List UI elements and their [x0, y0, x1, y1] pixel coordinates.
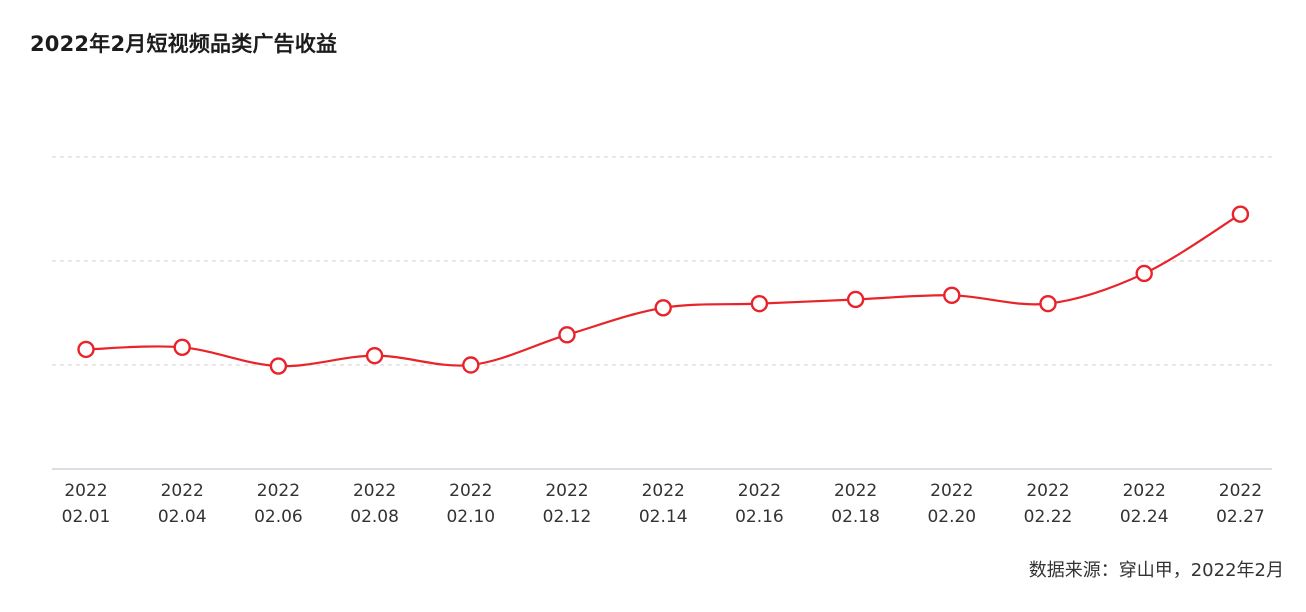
- x-tick-label: 2022 02.24: [1120, 481, 1169, 527]
- gridlines: [52, 156, 1272, 366]
- x-tick-label: 2022 02.20: [927, 481, 976, 527]
- data-point-02.12: [558, 326, 576, 344]
- x-tick-label: 2022 02.27: [1216, 481, 1265, 527]
- chart-title: 2022年2月短视频品类广告收益: [30, 32, 338, 56]
- series-line: [85, 213, 1241, 368]
- x-tick-label: 2022 02.22: [1024, 481, 1073, 527]
- x-tick-labels: 2022 02.01 2022 02.04 2022 02.06 2022 02.08 2022…: [62, 481, 1265, 527]
- x-tick-label: 2022 02.14: [639, 481, 688, 527]
- data-point-02.20: [943, 286, 961, 305]
- data-point-02.24: [1135, 264, 1153, 283]
- x-tick-label: 2022 02.08: [350, 481, 399, 527]
- source-note: 数据来源：穿山甲，2022年2月: [1028, 560, 1284, 581]
- data-point-02.16: [750, 294, 769, 313]
- x-tick-label: 2022 02.16: [735, 481, 784, 527]
- data-point-02.08: [365, 346, 384, 365]
- x-tick-label: 2022 02.10: [446, 481, 495, 527]
- x-tick-label: 2022 02.18: [831, 481, 880, 527]
- data-point-02.18: [846, 290, 865, 309]
- data-point-02.06: [269, 357, 288, 375]
- x-tick-label: 2022 02.04: [158, 481, 207, 527]
- data-markers: [77, 205, 1250, 375]
- data-point-02.04: [173, 338, 191, 357]
- data-point-02.01: [77, 340, 95, 359]
- data-point-02.27: [1231, 205, 1250, 223]
- x-tick-label: 2022 02.06: [254, 481, 303, 527]
- x-tick-label: 2022 02.01: [62, 481, 111, 527]
- data-point-02.22: [1039, 294, 1057, 313]
- x-tick-label: 2022 02.12: [543, 481, 592, 527]
- data-point-02.14: [654, 299, 672, 317]
- data-point-02.10: [462, 356, 480, 374]
